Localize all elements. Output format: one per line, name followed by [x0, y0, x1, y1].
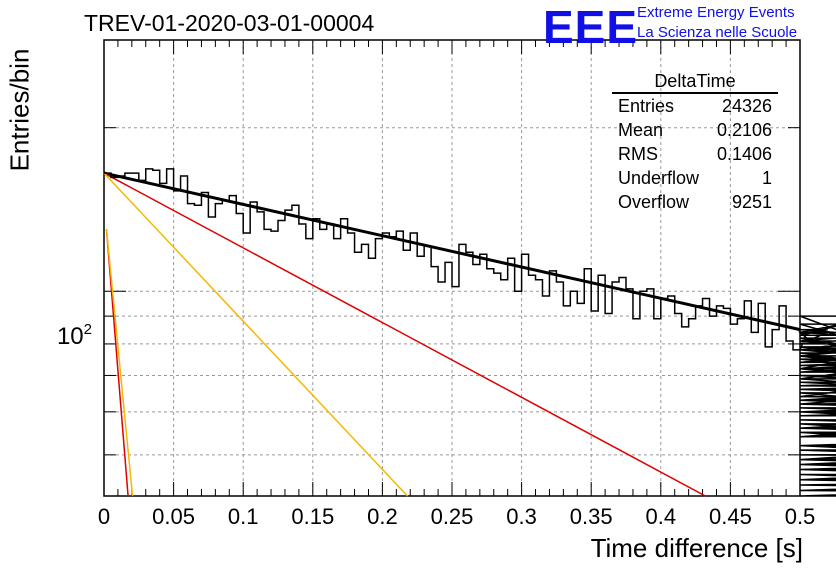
x-tick-label: 0.05 — [152, 504, 195, 529]
x-tick-label: 0.35 — [570, 504, 613, 529]
axis-ticks — [103, 40, 801, 496]
stats-row-rms: RMS 0.1406 — [612, 142, 778, 166]
x-tick-label: 0.3 — [506, 504, 537, 529]
eee-logo: EEE — [543, 1, 639, 53]
logo-line-2: La Scienza nelle Scuole — [637, 24, 798, 41]
y-axis-label: Entries/bin — [4, 48, 35, 172]
stats-row-underflow: Underflow 1 — [612, 166, 778, 190]
stats-label: RMS — [618, 144, 658, 164]
x-tick-label: 0.2 — [367, 504, 398, 529]
stats-row-entries: Entries 24326 — [612, 94, 778, 118]
x-tick-label: 0.45 — [709, 504, 752, 529]
histogram-line — [104, 168, 836, 497]
stats-label: Entries — [618, 96, 675, 116]
stats-title: DeltaTime — [612, 70, 778, 94]
x-tick-label: 0.15 — [291, 504, 334, 529]
x-tick-label: 0.5 — [785, 504, 816, 529]
stats-label: Mean — [618, 120, 664, 140]
y-tick-label-100: 102 — [57, 321, 92, 350]
stats-row-mean: Mean 0.2106 — [612, 118, 778, 142]
stats-row-overflow: Overflow 9251 — [612, 190, 778, 214]
x-tick-labels: 0 0.05 0.1 0.15 0.2 0.25 0.3 0.35 0.4 0.45 0.5 — [98, 504, 815, 529]
x-tick-label: 0 — [98, 504, 110, 529]
x-axis-label: Time difference [s] — [590, 533, 803, 563]
stats-label: Underflow — [618, 168, 700, 188]
fit-curves — [103, 171, 801, 497]
fit-curve-1 — [103, 172, 706, 497]
fit-curve-0 — [103, 171, 801, 332]
fit-curve-4 — [105, 229, 134, 497]
run-title: TREV-01-2020-03-01-00004 — [84, 10, 375, 36]
stats-value: 1 — [761, 168, 772, 188]
grid-lines — [104, 40, 800, 496]
fit-curve-2 — [103, 172, 409, 497]
logo-line-1: Extreme Energy Events — [637, 4, 795, 21]
x-tick-label: 0.4 — [646, 504, 677, 529]
stats-value: 0.2106 — [716, 120, 772, 140]
stats-value: 24326 — [721, 96, 772, 116]
x-tick-label: 0.1 — [228, 504, 259, 529]
stats-value: 0.1406 — [716, 144, 772, 164]
x-tick-label: 0.25 — [431, 504, 474, 529]
stats-label: Overflow — [618, 192, 690, 212]
stats-value: 9251 — [731, 192, 772, 212]
stats-box: DeltaTime Entries 24326 Mean 0.2106 RMS … — [612, 70, 778, 214]
